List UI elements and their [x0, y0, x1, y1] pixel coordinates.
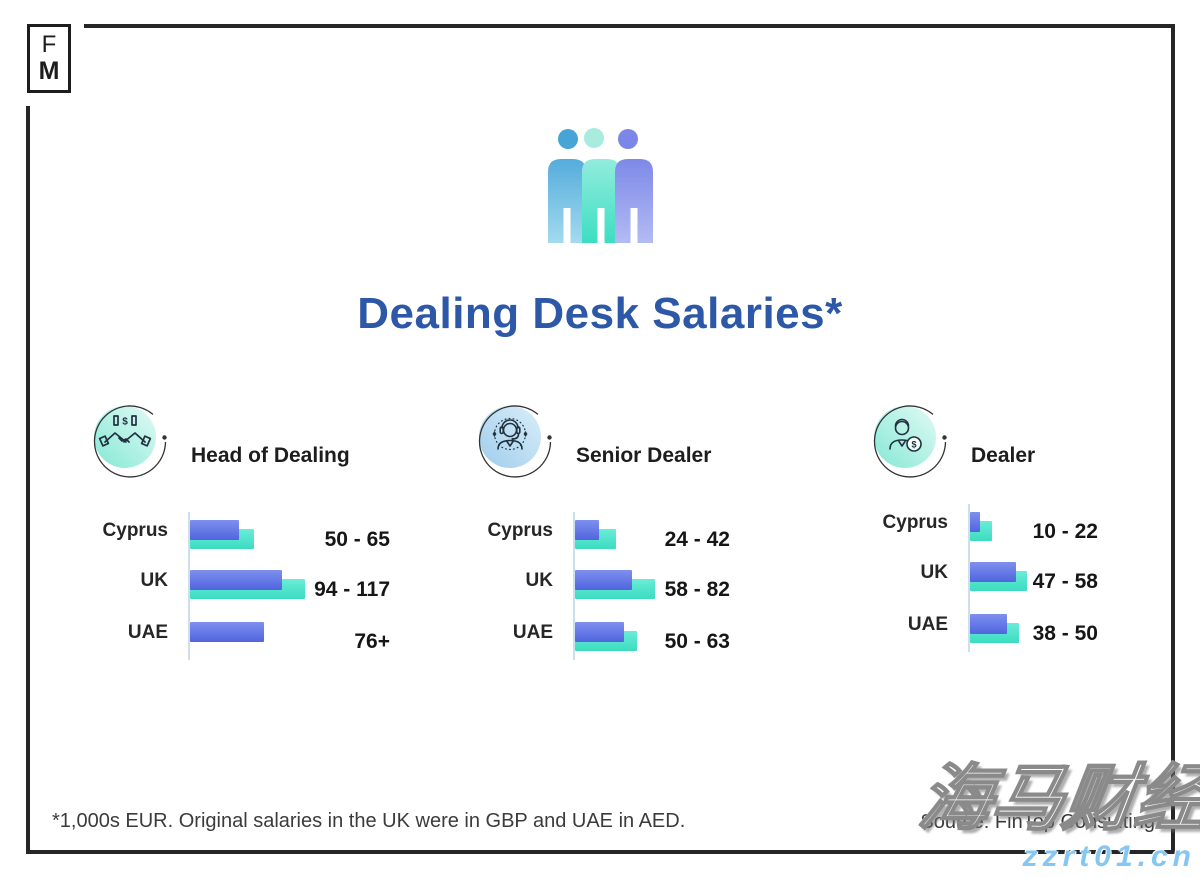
value-label: 50 - 65 — [324, 528, 390, 551]
country-label: UK — [525, 570, 553, 591]
bar-row: UAE 38 - 50 — [808, 614, 1098, 646]
page-title: Dealing Desk Salaries* — [357, 289, 843, 339]
bar-plot: Cyprus 10 - 22 UK 47 - 58 UAE 38 - 50 — [808, 504, 1098, 664]
svg-text:$: $ — [911, 440, 916, 450]
value-label: 76+ — [354, 630, 390, 653]
bar-plot: Cyprus 24 - 42 UK 58 - 82 UAE 50 - 63 — [413, 512, 730, 672]
fm-logo-letter-f: F — [41, 31, 57, 58]
bar-min — [970, 512, 980, 532]
dealer-coin-icon: $ — [872, 404, 948, 485]
bar-row: Cyprus 50 - 65 — [28, 520, 390, 552]
country-label: UK — [920, 562, 948, 583]
country-label: Cyprus — [882, 512, 948, 533]
bar-min — [575, 622, 624, 642]
bar-min — [190, 520, 239, 540]
watermark-cjk-text: 海马财经 — [913, 758, 1200, 840]
bar-row: Cyprus 10 - 22 — [808, 512, 1098, 544]
value-label: 38 - 50 — [1032, 622, 1098, 645]
svg-text:$: $ — [122, 417, 128, 428]
country-label: UAE — [512, 622, 553, 643]
bar-row: UK 58 - 82 — [413, 570, 730, 602]
bar-row: UAE 76+ — [28, 622, 390, 654]
bar-row: UAE 50 - 63 — [413, 622, 730, 654]
axis-line — [573, 512, 575, 660]
bar-row: UK 47 - 58 — [808, 562, 1098, 594]
country-label: UK — [140, 570, 168, 591]
bar-plot: Cyprus 50 - 65 UK 94 - 117 UAE 76+ — [28, 512, 390, 672]
bar-row: UK 94 - 117 — [28, 570, 390, 602]
role-label: Senior Dealer — [576, 444, 712, 467]
value-label: 10 - 22 — [1032, 520, 1098, 543]
bar-min — [575, 520, 599, 540]
role-label: Dealer — [971, 444, 1036, 467]
value-label: 94 - 117 — [314, 578, 390, 601]
source-text: Source: FinTop Consulting — [920, 811, 1155, 833]
footnote-text: *1,000s EUR. Original salaries in the UK… — [52, 810, 686, 832]
country-label: UAE — [907, 614, 948, 635]
fm-logo-letter-m: M — [38, 57, 60, 85]
people-group-icon — [542, 122, 658, 253]
axis-line — [188, 512, 190, 660]
bar-min — [190, 570, 282, 590]
handshake-money-icon: $ — [92, 404, 168, 485]
role-label: Head of Dealing — [191, 444, 350, 467]
country-label: Cyprus — [102, 520, 168, 541]
bar-min — [575, 570, 632, 590]
bar-row: Cyprus 24 - 42 — [413, 520, 730, 552]
country-label: UAE — [127, 622, 168, 643]
dealer-headset-icon — [477, 404, 553, 485]
bar-min — [970, 614, 1007, 634]
bar-min — [190, 622, 264, 642]
page-border-frame — [26, 24, 1175, 854]
fm-logo: F M — [27, 24, 71, 93]
country-label: Cyprus — [487, 520, 553, 541]
axis-line — [968, 504, 970, 652]
value-label: 24 - 42 — [664, 528, 730, 551]
bar-min — [970, 562, 1016, 582]
value-label: 47 - 58 — [1032, 570, 1098, 593]
watermark-url-text: zzrt01.cn — [1022, 840, 1196, 873]
value-label: 58 - 82 — [664, 578, 730, 601]
value-label: 50 - 63 — [664, 630, 730, 653]
